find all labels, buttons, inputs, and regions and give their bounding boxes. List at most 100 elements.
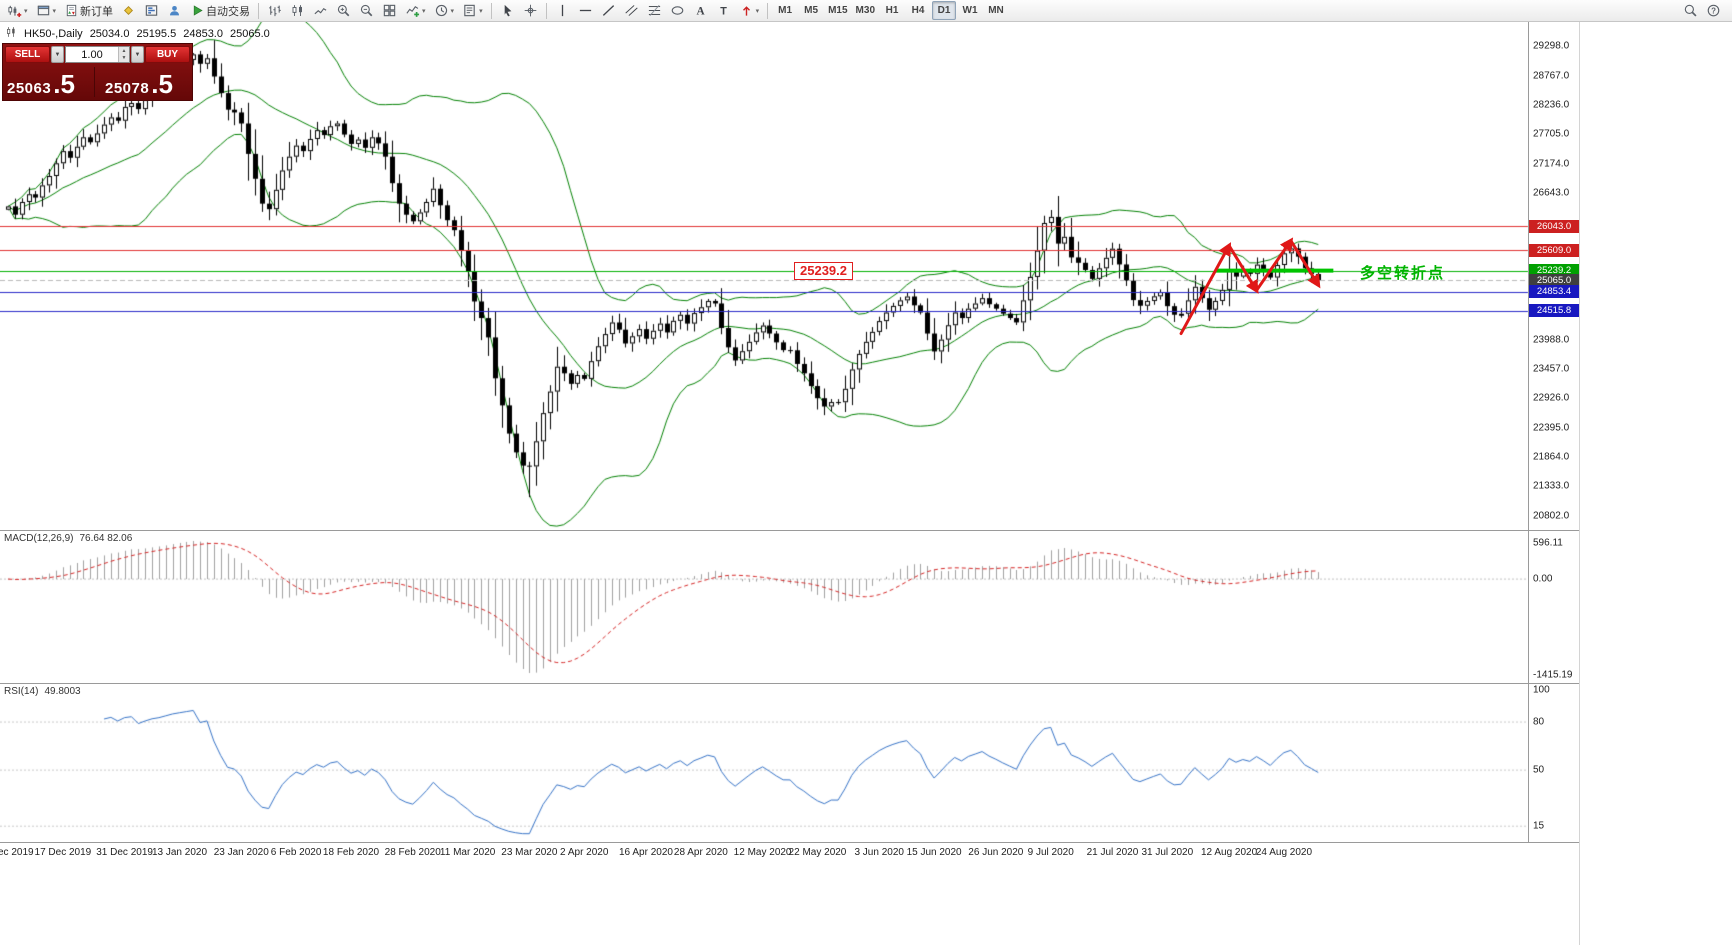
- crosshair-button[interactable]: [520, 1, 541, 20]
- lot-increase-button[interactable]: ▲: [119, 47, 129, 55]
- price-chart-canvas[interactable]: [0, 22, 1529, 530]
- toolbar-separator: [258, 2, 260, 19]
- date-label: 12 Aug 2020: [1200, 847, 1258, 858]
- chart-line-button[interactable]: [310, 1, 331, 20]
- macd-axis-label: 0.00: [1533, 573, 1553, 585]
- lot-size-input[interactable]: [66, 47, 118, 62]
- price-line-badge: 24515.8: [1529, 304, 1579, 318]
- autotrading-button[interactable]: 自动交易: [187, 1, 253, 20]
- timeframe-m5-button[interactable]: M5: [804, 5, 819, 16]
- window-icon: [36, 3, 51, 18]
- periods-button[interactable]: ▾: [431, 1, 458, 20]
- macd-axis-label: 596.11: [1533, 537, 1563, 549]
- chart-candles-button[interactable]: [287, 1, 308, 20]
- crosshair-icon: [523, 3, 538, 18]
- date-label: 15 Jun 2020: [906, 847, 962, 858]
- horizontal-line-button[interactable]: [575, 1, 596, 20]
- text-button[interactable]: A: [690, 1, 711, 20]
- price-line-badge: 26043.0: [1529, 219, 1579, 233]
- price-axis-label: 27705.0: [1533, 128, 1570, 140]
- text-label-button[interactable]: T: [713, 1, 734, 20]
- sell-price[interactable]: 25063 .5: [7, 71, 90, 97]
- chevron-down-icon: ▾: [422, 7, 426, 15]
- price-axis-label: 26643.0: [1533, 187, 1570, 199]
- indicator-plus-icon: [405, 3, 420, 18]
- question-icon: ?: [1706, 3, 1721, 18]
- toolbar-separator: [767, 2, 769, 19]
- timeframe-m1-button[interactable]: M1: [778, 5, 793, 16]
- timeframe-m15-button[interactable]: M15: [828, 5, 848, 16]
- equidistant-channel-button[interactable]: [621, 1, 642, 20]
- vertical-line-button[interactable]: [552, 1, 573, 20]
- turning-point-label[interactable]: 多空转折点: [1360, 264, 1446, 282]
- price-axis-label: 23457.0: [1533, 363, 1570, 375]
- high-value: 25195.5: [136, 27, 177, 40]
- tile-windows-button[interactable]: [379, 1, 400, 20]
- new-order-button[interactable]: 新订单: [61, 1, 116, 20]
- chart-bars-button[interactable]: [264, 1, 285, 20]
- date-label: 12 May 2020: [733, 847, 792, 858]
- timeframe-h1-button[interactable]: H1: [885, 5, 899, 16]
- clock-icon: [434, 3, 449, 18]
- timeframe-w1-button[interactable]: W1: [962, 5, 978, 16]
- metaeditor-button[interactable]: [118, 1, 139, 20]
- price-axis-label: 21864.0: [1533, 451, 1570, 463]
- sell-options-dropdown[interactable]: ▼: [51, 46, 64, 63]
- panel-separator[interactable]: [0, 683, 1579, 684]
- price-axis-label: 22395.0: [1533, 422, 1570, 434]
- symbol-period-label: HK50-,Daily: [24, 27, 83, 40]
- new-chart-button[interactable]: ▾: [4, 1, 31, 20]
- candles-icon: [290, 3, 305, 18]
- date-label: 28 Apr 2020: [673, 847, 728, 858]
- profiles-button[interactable]: ▾: [33, 1, 60, 20]
- fibonacci-retracement-button[interactable]: [644, 1, 665, 20]
- trendline-button[interactable]: [598, 1, 619, 20]
- macd-indicator-canvas[interactable]: [0, 531, 1529, 683]
- line-icon: [313, 3, 328, 18]
- shapes-button[interactable]: [667, 1, 688, 20]
- date-label: 28 Feb 2020: [384, 847, 441, 858]
- date-label: 23 Jan 2020: [213, 847, 269, 858]
- lot-decrease-button[interactable]: ▼: [119, 54, 129, 62]
- channel-icon: [624, 3, 639, 18]
- buy-button[interactable]: BUY: [145, 46, 190, 63]
- order-icon: [64, 3, 79, 18]
- price-axis-label: 27174.0: [1533, 158, 1570, 170]
- rsi-axis-label: 80: [1533, 716, 1545, 728]
- help-button[interactable]: ?: [1703, 1, 1724, 20]
- shapes-icon: [670, 3, 685, 18]
- timeframe-mn-button[interactable]: MN: [988, 5, 1004, 16]
- zoom-in-icon: [336, 3, 351, 18]
- vline-icon: [555, 3, 570, 18]
- buy-options-dropdown[interactable]: ▼: [131, 46, 144, 63]
- hline-icon: [578, 3, 593, 18]
- date-label: 22 May 2020: [788, 847, 847, 858]
- market-depth-button[interactable]: [141, 1, 162, 20]
- community-button[interactable]: [164, 1, 185, 20]
- axis-separator: [1528, 22, 1529, 842]
- timeframe-d1-button[interactable]: D1: [932, 1, 956, 20]
- panel-separator[interactable]: [0, 530, 1579, 531]
- rsi-indicator-canvas[interactable]: [0, 684, 1529, 842]
- low-value: 24853.0: [183, 27, 223, 40]
- indicators-button[interactable]: ▾: [402, 1, 429, 20]
- trendline-icon: [601, 3, 616, 18]
- buy-price[interactable]: 25078 .5: [99, 71, 188, 97]
- templates-button[interactable]: ▾: [459, 1, 486, 20]
- search-button[interactable]: [1680, 1, 1701, 20]
- sell-button[interactable]: SELL: [5, 46, 50, 63]
- zoom-in-button[interactable]: [333, 1, 354, 20]
- price-line-badge: 25065.0: [1529, 273, 1579, 287]
- timeframe-m30-button[interactable]: M30: [855, 5, 875, 16]
- price-axis-label: 23988.0: [1533, 334, 1570, 346]
- date-label: 6 Feb 2020: [270, 847, 322, 858]
- fibo-icon: [647, 3, 662, 18]
- macd-values: 76.64 82.06: [79, 533, 133, 544]
- price-callout[interactable]: 25239.2: [794, 261, 853, 280]
- arrows-button[interactable]: ▾: [736, 1, 763, 20]
- timeframe-h4-button[interactable]: H4: [911, 5, 925, 16]
- cursor-button[interactable]: [497, 1, 518, 20]
- zoom-out-button[interactable]: [356, 1, 377, 20]
- rsi-indicator-label: RSI(14) 49.8003: [4, 686, 81, 697]
